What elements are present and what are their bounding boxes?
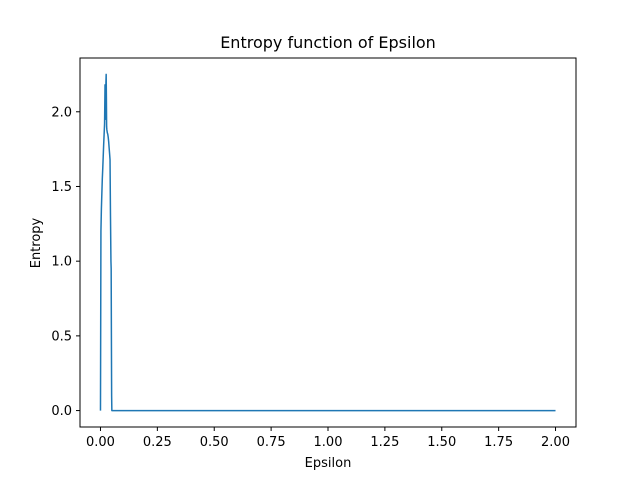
x-tick-label: 1.75 (484, 435, 513, 450)
y-axis-label: Entropy (29, 217, 44, 268)
y-tick-label: 1.5 (51, 180, 72, 195)
x-tick-label: 1.25 (370, 435, 399, 450)
x-tick-label: 0.75 (257, 435, 286, 450)
x-tick-label: 0.50 (200, 435, 229, 450)
plot-frame (79, 57, 577, 428)
x-tick-label: 0.25 (143, 435, 172, 450)
y-tick-label: 0.5 (51, 329, 72, 344)
y-tick-label: 0.0 (51, 404, 72, 419)
y-tick-label: 1.0 (51, 255, 72, 270)
series-line-0 (99, 73, 556, 412)
chart-title: Entropy function of Epsilon (220, 33, 436, 52)
x-tick-label: 1.50 (427, 435, 456, 450)
x-tick-label: 2.00 (541, 435, 570, 450)
y-tick-label: 2.0 (51, 105, 72, 120)
x-tick-label: 0.00 (86, 435, 115, 450)
x-axis-label: Epsilon (305, 456, 352, 471)
x-tick-label: 1.00 (314, 435, 343, 450)
